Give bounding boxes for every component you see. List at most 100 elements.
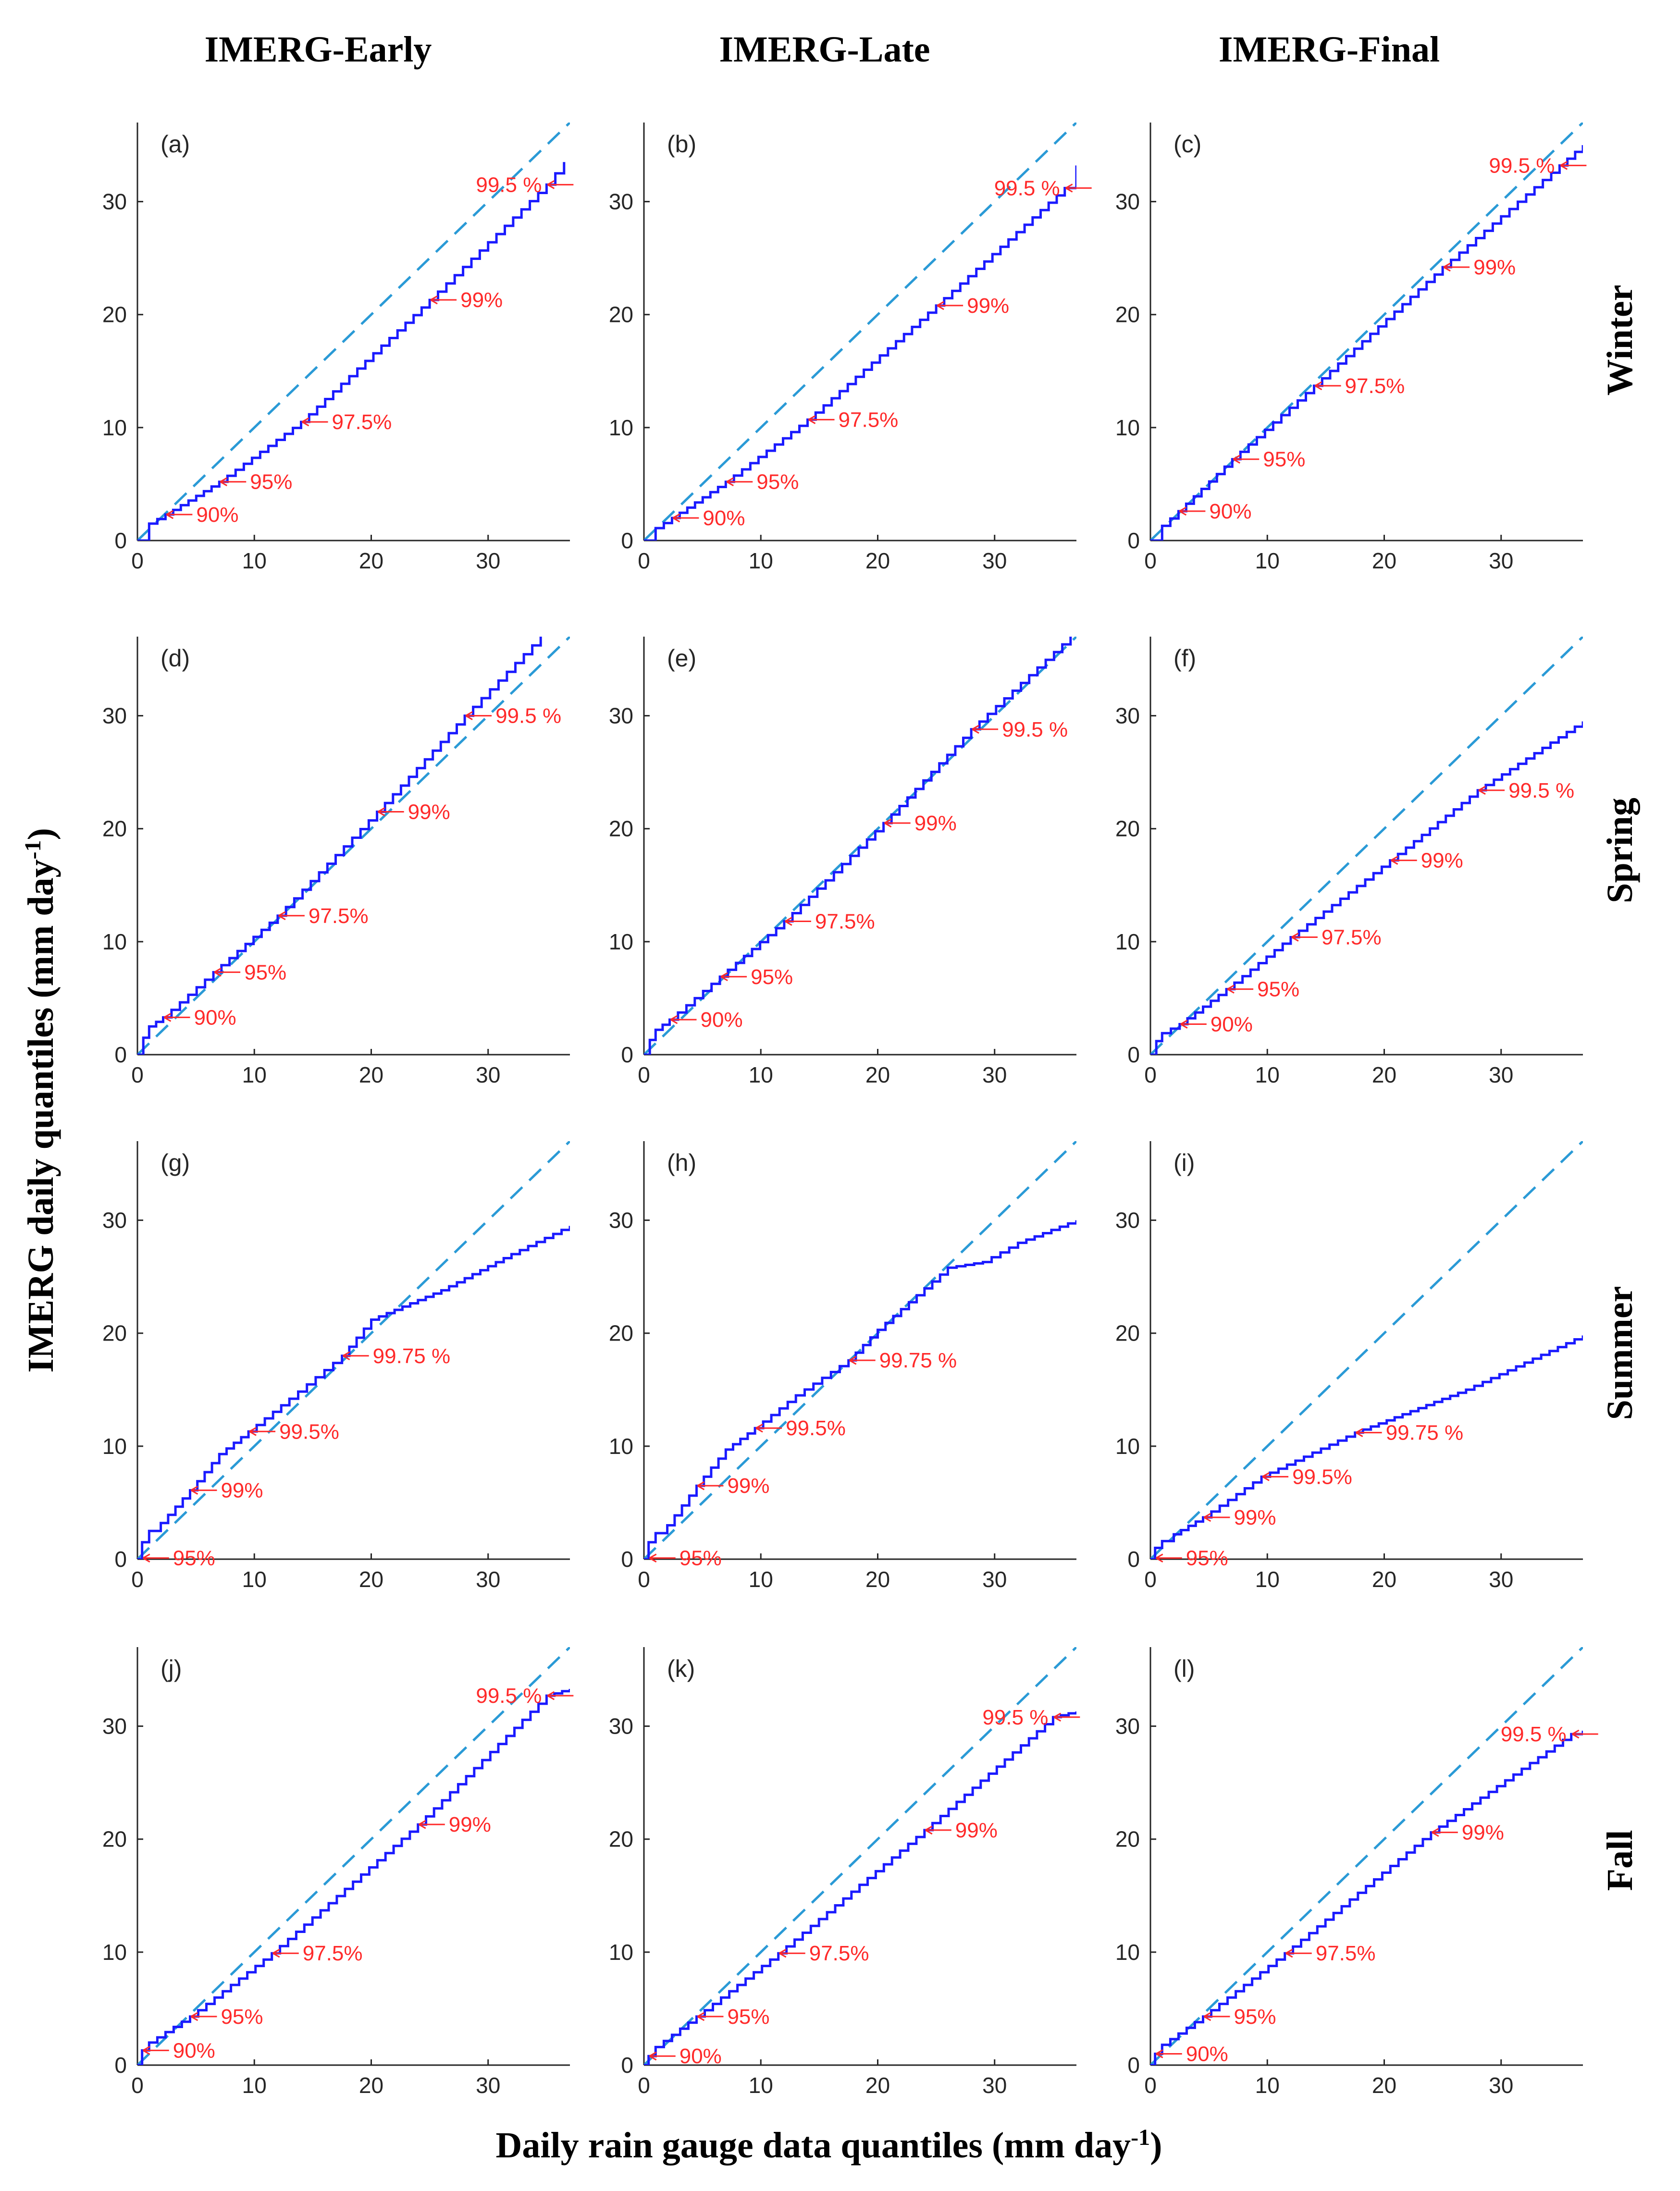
annotation-arrowhead <box>778 1948 787 1958</box>
x-tick-label: 0 <box>638 548 650 573</box>
y-tick-label: 30 <box>1115 1714 1140 1739</box>
quantile-annotation: 99.5% <box>755 1416 846 1440</box>
row-header-summer: Summer <box>1600 1286 1640 1420</box>
plot-area <box>137 637 570 1055</box>
quantile-annotation: 90% <box>672 506 745 530</box>
annotation-label: 99.5 % <box>495 704 561 728</box>
annotation-arrowhead <box>1180 1020 1188 1029</box>
annotation-label: 95% <box>1234 2005 1276 2029</box>
annotation-arrowhead <box>1155 2049 1163 2058</box>
y-tick-label: 0 <box>621 1547 633 1572</box>
quantile-annotation: 99% <box>884 812 957 835</box>
column-header-late: IMERG-Late <box>719 29 930 70</box>
quantile-annotation: 99.5 % <box>1501 1723 1598 1746</box>
plot-area <box>137 1141 570 1559</box>
annotation-label: 95% <box>679 1547 722 1570</box>
y-tick-label: 10 <box>609 929 633 954</box>
annotation-label: 99.5 % <box>476 1684 542 1708</box>
y-tick-label: 10 <box>102 415 127 440</box>
annotation-arrowhead <box>1233 455 1241 464</box>
annotation-arrowhead <box>726 477 734 487</box>
quantile-annotation: 95% <box>1233 448 1305 471</box>
annotation-label: 99% <box>1234 1506 1276 1529</box>
annotation-label: 95% <box>1186 1547 1228 1570</box>
y-tick-label: 0 <box>114 1547 127 1572</box>
annotation-arrowhead <box>377 807 385 816</box>
annotation-arrowhead <box>649 1553 657 1563</box>
annotation-arrowhead <box>1443 262 1451 272</box>
x-tick-label: 0 <box>131 1567 144 1592</box>
quantile-annotation: 97.5% <box>1314 374 1405 398</box>
qq-line <box>137 637 542 1055</box>
y-axis-label-end: ) <box>21 828 61 840</box>
quantile-annotation: 90% <box>166 503 238 527</box>
x-axis-label-main: Daily rain gauge data quantiles (mm day <box>496 2125 1131 2166</box>
y-tick-label: 30 <box>609 1714 633 1739</box>
x-axis-label-sup: -1 <box>1131 2125 1150 2150</box>
annotation-arrowhead <box>272 1948 280 1958</box>
annotation-label: 90% <box>703 506 745 530</box>
plot-area <box>137 123 570 541</box>
y-tick-label: 20 <box>609 1827 633 1852</box>
annotation-arrowhead <box>1065 184 1073 193</box>
panel: 0 10 20 30 0 10 20 30 (g) 95% 99% 99.5% 99.75 % <box>102 1141 570 1592</box>
y-axis-label-sup: -1 <box>20 840 46 859</box>
x-tick-label: 0 <box>131 1062 144 1087</box>
x-axis-label-end: ) <box>1150 2125 1162 2166</box>
reference-line <box>644 1647 1076 2065</box>
annotation-arrowhead <box>190 2012 198 2021</box>
y-tick-label: 20 <box>102 302 127 327</box>
annotation-arrowhead <box>697 2012 705 2021</box>
x-tick-label: 0 <box>131 548 144 573</box>
reference-line <box>1150 637 1583 1055</box>
annotation-label: 95% <box>221 2005 263 2029</box>
reference-line <box>644 1141 1076 1559</box>
plot-area <box>644 1647 1076 2065</box>
annotation-arrowhead <box>249 1427 257 1436</box>
annotation-label: 95% <box>173 1547 215 1570</box>
row-header-fall: Fall <box>1600 1830 1640 1891</box>
x-tick-label: 10 <box>749 1567 773 1592</box>
x-tick-label: 0 <box>1144 548 1157 573</box>
y-tick-label: 20 <box>609 302 633 327</box>
x-tick-label: 20 <box>359 2073 383 2098</box>
panel-label: (d) <box>161 645 190 672</box>
y-tick-label: 30 <box>609 1208 633 1233</box>
quantile-annotation: 99.5% <box>249 1420 339 1443</box>
x-tick-label: 30 <box>982 2073 1007 2098</box>
annotation-label: 99% <box>727 1474 769 1498</box>
x-tick-label: 20 <box>865 1062 890 1087</box>
quantile-annotation: 90% <box>1155 2042 1228 2066</box>
x-tick-label: 0 <box>1144 2073 1157 2098</box>
annotation-label: 97.5% <box>332 410 392 434</box>
panel: 0 10 20 30 0 10 20 30 (l) 90%95% 97.5% 99% 99.5 % <box>1115 1647 1598 2098</box>
annotation-label: 99.5 % <box>982 1706 1048 1729</box>
annotation-label: 99.5% <box>279 1420 339 1443</box>
qq-line <box>644 637 1072 1055</box>
annotation-arrowhead <box>1571 1729 1580 1739</box>
column-header-early: IMERG-Early <box>205 29 432 70</box>
reference-line <box>137 1141 570 1559</box>
annotation-arrowhead <box>755 1423 763 1433</box>
annotation-arrowhead <box>1285 1948 1293 1958</box>
y-tick-label: 30 <box>609 189 633 214</box>
y-tick-label: 30 <box>102 1714 127 1739</box>
panel-label: (e) <box>667 645 696 672</box>
annotation-label: 99.5 % <box>1002 718 1068 741</box>
annotation-arrowhead <box>670 1015 678 1024</box>
annotation-arrowhead <box>166 510 174 519</box>
x-tick-label: 30 <box>1489 1567 1513 1592</box>
quantile-annotation: 97.5% <box>301 410 392 434</box>
x-tick-label: 30 <box>476 2073 500 2098</box>
annotation-label: 99.5 % <box>476 173 542 197</box>
x-tick-label: 30 <box>1489 548 1513 573</box>
panel: 0 10 20 30 0 10 20 30 (h) 95% 99% 99.5% 99.75 % <box>609 1141 1076 1592</box>
y-tick-label: 10 <box>102 929 127 954</box>
annotation-arrowhead <box>301 417 309 427</box>
annotation-label: 99% <box>460 288 503 312</box>
panel: 0 10 20 30 0 10 20 30 (i) 95% 99% 99.5% 99.75 % <box>1115 1141 1583 1592</box>
x-tick-label: 0 <box>1144 1567 1157 1592</box>
quantile-annotation: 99% <box>1432 1821 1504 1845</box>
quantile-annotation: 95% <box>697 2005 770 2029</box>
annotation-label: 99% <box>1462 1821 1504 1845</box>
